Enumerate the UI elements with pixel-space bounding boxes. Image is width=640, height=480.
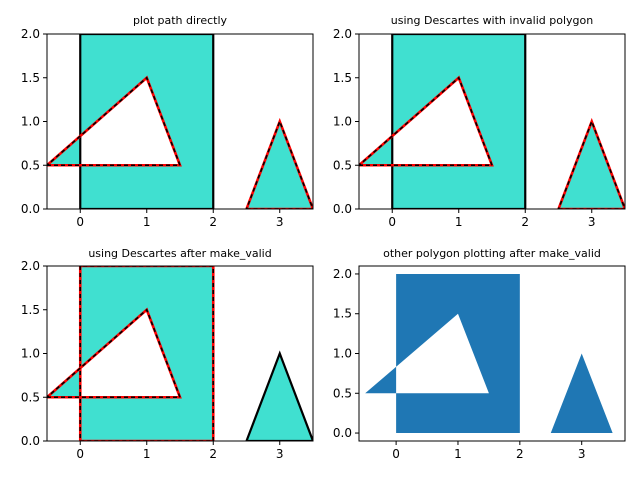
plot-area — [359, 34, 625, 209]
y-tick-label: 1.0 — [21, 347, 40, 361]
x-tick-label: 1 — [454, 447, 462, 461]
x-tick-label: 3 — [578, 447, 586, 461]
y-tick-label: 0.0 — [21, 434, 40, 448]
x-tick-label: 1 — [143, 215, 151, 229]
y-tick-label: 1.5 — [21, 303, 40, 317]
x-tick-label: 3 — [588, 215, 596, 229]
left-triangle-edge — [47, 75, 182, 167]
y-tick-label: 1.5 — [333, 307, 352, 321]
y-tick-label: 0.0 — [333, 202, 352, 216]
y-tick-label: 0.5 — [21, 158, 40, 172]
subplot-plot-path-directly: plot path directly 0 1 2 3 0.0 0.5 1.0 1.5 2.0 — [21, 14, 314, 229]
polygon-fill — [47, 266, 313, 441]
y-tick-label: 1.0 — [333, 347, 352, 361]
subplot-title: using Descartes after make_valid — [88, 247, 271, 260]
x-tick-label: 2 — [521, 215, 529, 229]
y-tick-label: 0.5 — [333, 158, 352, 172]
y-tick-label: 1.0 — [333, 115, 352, 129]
y-tick-label: 0.0 — [333, 426, 352, 440]
rectangle-edge — [78, 266, 215, 441]
y-tick-label: 2.0 — [333, 267, 352, 281]
x-tick-label: 0 — [76, 447, 84, 461]
y-tick-label: 2.0 — [21, 27, 40, 41]
left-triangle-edge — [47, 307, 182, 399]
y-tick-label: 0.5 — [333, 386, 352, 400]
subplot-title: using Descartes with invalid polygon — [391, 14, 593, 27]
polygon-fill — [359, 34, 625, 209]
polygon-fill — [47, 34, 313, 209]
y-tick-label: 0.5 — [21, 390, 40, 404]
right-triangle-edge — [245, 117, 313, 209]
subplot-title: other polygon plotting after make_valid — [383, 247, 601, 260]
y-tick-label: 1.5 — [21, 71, 40, 85]
x-tick-label: 2 — [209, 447, 217, 461]
subplot-other-plotting: other polygon plotting after make_valid … — [333, 247, 626, 461]
x-tick-label: 0 — [388, 215, 396, 229]
y-tick-label: 0.0 — [21, 202, 40, 216]
rectangle-edge — [391, 34, 527, 209]
y-tick-label: 2.0 — [21, 259, 40, 273]
x-tick-label: 2 — [516, 447, 524, 461]
left-triangle-edge — [359, 75, 494, 167]
y-tick-label: 1.5 — [333, 71, 352, 85]
x-tick-label: 0 — [76, 215, 84, 229]
plot-area — [365, 273, 613, 434]
polygon-fill — [365, 273, 613, 434]
rectangle-edge — [79, 34, 215, 209]
y-tick-label: 2.0 — [333, 27, 352, 41]
right-triangle-edge — [245, 350, 313, 441]
x-tick-label: 1 — [143, 447, 151, 461]
right-triangle-edge — [557, 117, 625, 209]
y-tick-label: 1.0 — [21, 115, 40, 129]
subplot-descartes-make-valid: using Descartes after make_valid 0 1 2 3 0.0… — [21, 247, 314, 461]
plot-area — [47, 266, 313, 441]
x-tick-label: 3 — [276, 447, 284, 461]
x-tick-label: 1 — [455, 215, 463, 229]
x-tick-label: 0 — [392, 447, 400, 461]
x-tick-label: 3 — [276, 215, 284, 229]
subplot-descartes-invalid: using Descartes with invalid polygon 0 1 2… — [333, 14, 626, 229]
plot-area — [47, 34, 313, 209]
subplot-title: plot path directly — [133, 14, 228, 27]
x-tick-label: 2 — [209, 215, 217, 229]
